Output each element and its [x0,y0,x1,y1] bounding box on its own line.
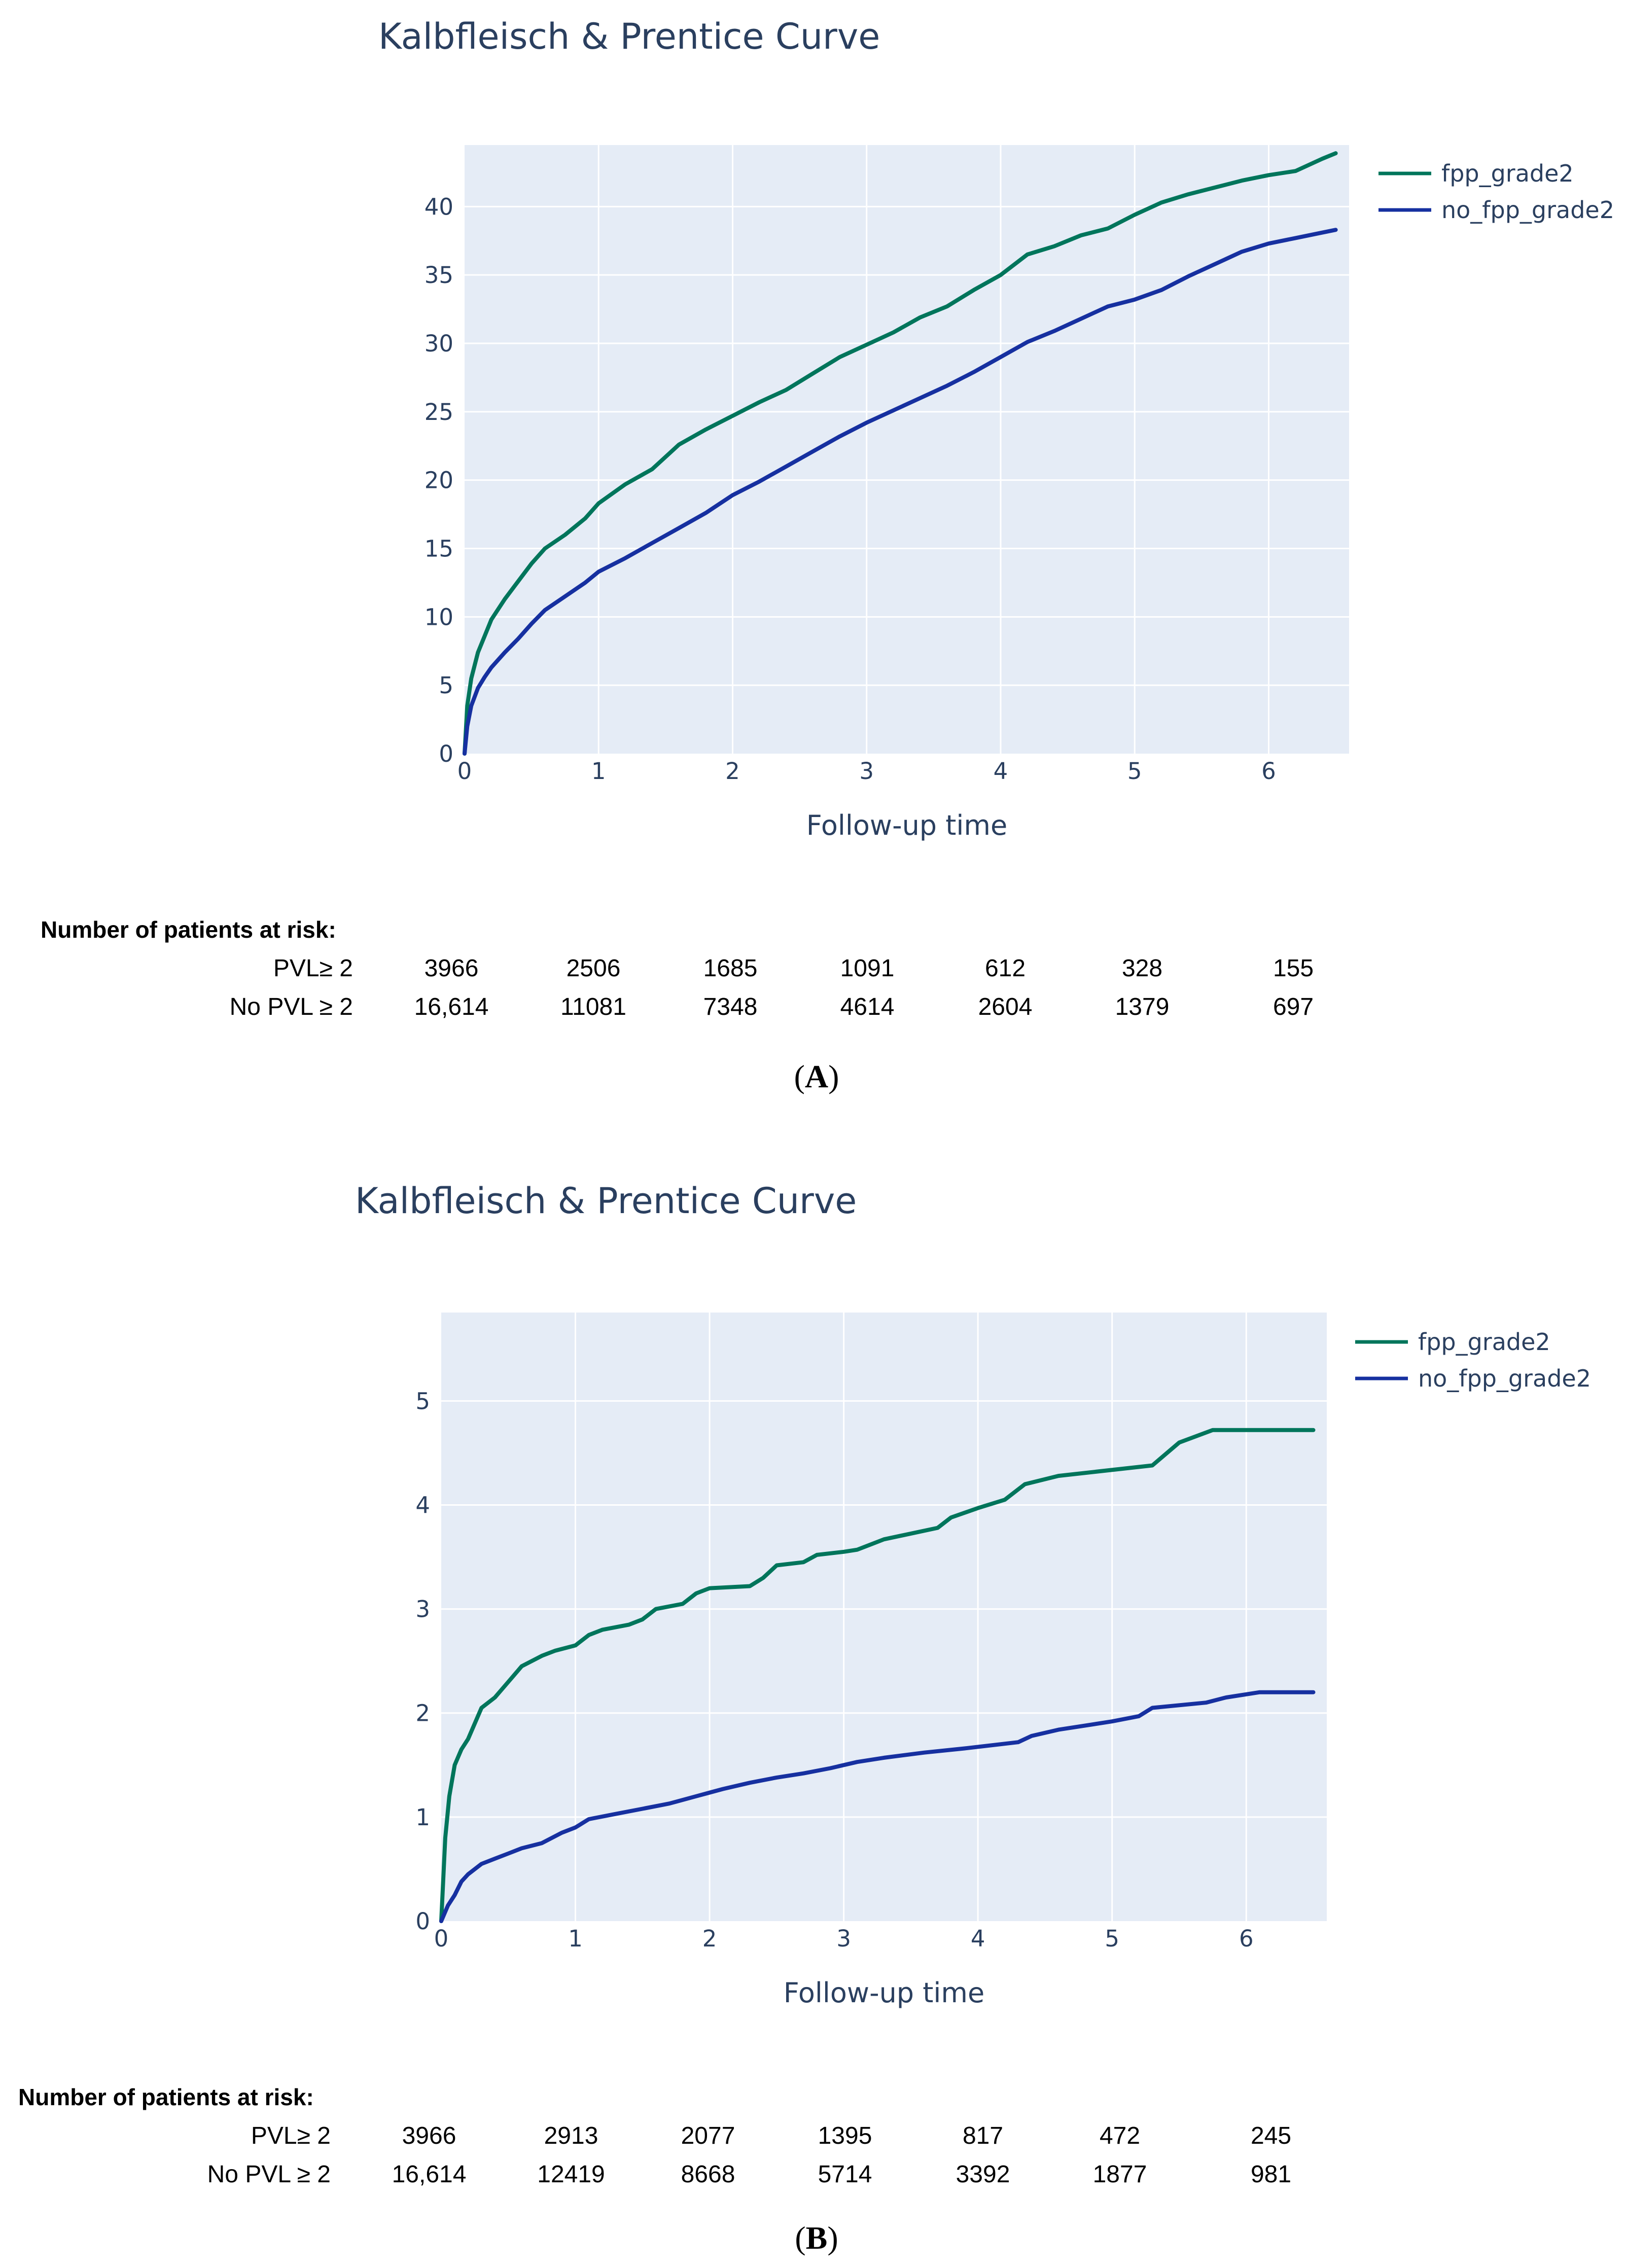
x-tick-label: 5 [1105,1925,1119,1952]
x-tick-label: 0 [457,758,472,785]
y-tick-label: 25 [425,399,453,426]
x-tick-label: 1 [591,758,606,785]
risk-value: 4614 [840,994,895,1020]
y-tick-label: 0 [415,1908,430,1935]
risk-row-label-no-pvl: No PVL ≥ 2 [229,994,353,1020]
x-tick-labels: 0 1 2 3 4 5 6 [434,1925,1254,1952]
risk-value: 16,614 [392,2161,467,2188]
risk-value: 697 [1272,994,1314,1020]
y-tick-label: 10 [425,604,453,630]
x-tick-label: 2 [725,758,740,785]
y-tick-labels: 0 5 10 15 20 25 30 35 40 [425,193,453,767]
risk-value: 2913 [544,2122,598,2149]
x-tick-label: 3 [836,1925,851,1952]
risk-value: 3392 [956,2161,1010,2188]
series-line-fpp-grade2 [463,151,1338,756]
risk-value: 981 [1250,2161,1292,2188]
y-tick-label: 4 [415,1492,430,1518]
risk-value: 2506 [566,955,621,982]
x-tick-label: 4 [971,1925,985,1952]
x-tick-label: 3 [859,758,874,785]
risk-table-header: Number of patients at risk: [41,916,336,943]
legend-label-no-fpp-grade2[interactable]: no_fpp_grade2 [1418,1365,1591,1392]
y-tick-label: 35 [425,262,453,289]
x-tick-label: 4 [994,758,1008,785]
y-tick-label: 5 [439,672,453,699]
y-tick-label: 5 [415,1388,430,1414]
risk-value: 2077 [681,2122,735,2149]
x-tick-label: 0 [434,1925,449,1952]
risk-value: 8668 [681,2161,735,2188]
panel-b: Kalbfleisch & Prentice Curve 0 1 2 3 4 5 0 1 2 3… [0,1134,1626,2268]
risk-value: 612 [984,955,1026,982]
y-tick-label: 30 [425,330,453,357]
risk-value: 3966 [424,955,479,982]
x-tick-label: 1 [568,1925,583,1952]
risk-value: 245 [1250,2122,1292,2149]
chart-b: Kalbfleisch & Prentice Curve 0 1 2 3 4 5 0 1 2 3… [355,1180,1591,2009]
y-tick-label: 1 [415,1804,430,1831]
risk-value: 1877 [1092,2161,1147,2188]
risk-table-header: Number of patients at risk: [18,2084,314,2110]
risk-value: 1395 [818,2122,872,2149]
plot-area [465,145,1349,754]
chart-title: Kalbfleisch & Prentice Curve [355,1180,857,1222]
panel-a: Kalbfleisch & Prentice Curve 0 5 10 15 20 25 3… [41,16,1614,1094]
y-tick-label: 3 [415,1596,430,1623]
risk-value: 472 [1099,2122,1141,2149]
y-tick-labels: 0 1 2 3 4 5 [415,1388,430,1935]
y-tick-label: 0 [439,740,453,767]
x-tick-labels: 0 1 2 3 4 5 6 [457,758,1276,785]
legend-label-fpp-grade2[interactable]: fpp_grade2 [1441,160,1574,187]
risk-value: 1091 [840,955,895,982]
y-tick-label: 2 [415,1700,430,1727]
gridlines [465,145,1349,754]
chart-a: Kalbfleisch & Prentice Curve 05101520253… [378,16,1614,841]
x-axis-label: Follow-up time [784,1977,985,2009]
y-tick-label: 40 [425,193,453,220]
x-tick-label: 2 [702,1925,717,1952]
risk-value: 817 [962,2122,1004,2149]
risk-value: 16,614 [414,994,489,1020]
series-line-no-fpp-grade2 [463,228,1338,756]
chart-title: Kalbfleisch & Prentice Curve [378,16,880,57]
risk-row-label-pvl: PVL≥ 2 [273,955,353,982]
gridlines [441,1313,1327,1921]
risk-value: 1379 [1115,994,1170,1020]
risk-value: 3966 [402,2122,456,2149]
series-lines [463,151,1338,756]
risk-value: 155 [1272,955,1314,982]
risk-row-label-no-pvl: No PVL ≥ 2 [207,2161,331,2188]
risk-value: 328 [1121,955,1163,982]
legend-label-fpp-grade2[interactable]: fpp_grade2 [1418,1328,1550,1356]
series-lines [439,1428,1316,1923]
legend[interactable]: fpp_grade2 no_fpp_grade2 [1378,160,1614,224]
legend[interactable]: fpp_grade2 no_fpp_grade2 [1355,1328,1591,1392]
legend-label-no-fpp-grade2[interactable]: no_fpp_grade2 [1441,196,1614,224]
panel-label: (A) [794,1058,839,1094]
risk-row-label-pvl: PVL≥ 2 [251,2122,331,2149]
panel-label: (B) [795,2220,838,2256]
risk-value: 12419 [537,2161,605,2188]
y-tick-label: 15 [425,536,453,562]
x-axis-label: Follow-up time [806,809,1008,841]
risk-value: 1685 [703,955,758,982]
risk-value: 5714 [818,2161,872,2188]
x-tick-label: 6 [1261,758,1276,785]
x-tick-label: 5 [1127,758,1142,785]
series-line-fpp-grade2 [439,1428,1316,1923]
x-tick-label: 6 [1239,1925,1254,1952]
risk-value: 11081 [560,994,626,1020]
risk-value: 2604 [978,994,1033,1020]
risk-value: 7348 [703,994,758,1020]
y-tick-label: 20 [425,467,453,494]
series-line-no-fpp-grade2 [439,1690,1316,1923]
